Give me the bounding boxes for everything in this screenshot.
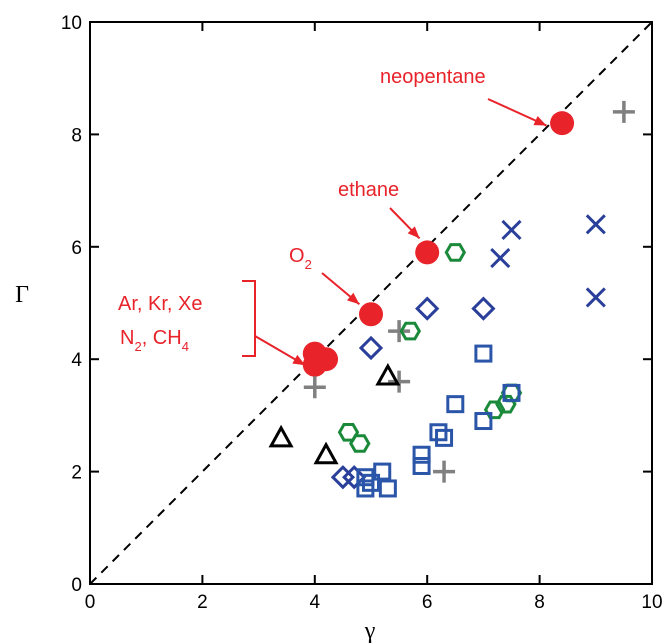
x-tick-label: 0 xyxy=(85,592,96,613)
data-point-x xyxy=(490,247,511,269)
data-point-square xyxy=(435,428,454,447)
y-tick-label: 4 xyxy=(71,350,82,371)
data-point-square xyxy=(412,456,431,475)
data-point-square xyxy=(474,344,493,363)
data-point-hexagon xyxy=(495,394,517,414)
annotation-n2-ch4: N2, CH4 xyxy=(120,327,189,354)
data-point-square xyxy=(362,473,380,492)
y-axis-title: Γ xyxy=(15,282,29,308)
data-point-circle xyxy=(314,347,339,372)
data-point-square xyxy=(373,462,392,481)
data-point-plus xyxy=(303,376,326,399)
data-point-x xyxy=(585,214,606,235)
data-point-triangle xyxy=(313,441,339,465)
x-tick-label: 10 xyxy=(641,592,662,613)
data-point-hexagon xyxy=(399,321,422,341)
data-point-diamond xyxy=(471,296,496,321)
annotation-o2: O2 xyxy=(289,245,312,272)
x-axis-title: γ xyxy=(364,618,376,644)
ethane-arrow-head xyxy=(407,226,420,239)
data-point-plus xyxy=(433,460,456,483)
data-point-square xyxy=(429,423,448,442)
data-point-x xyxy=(585,287,606,308)
y-tick-label: 0 xyxy=(71,575,82,596)
y-tick-label: 10 xyxy=(61,13,82,34)
annotations-layer: neopentane ethane O2 Ar, Kr, Xe N2, CH4 xyxy=(118,66,547,367)
data-point-square xyxy=(356,468,375,487)
x-tick-label: 6 xyxy=(422,592,433,613)
data-point-square xyxy=(356,479,375,498)
annotation-ethane: ethane xyxy=(338,179,399,201)
x-tick-label: 4 xyxy=(310,592,321,613)
data-point-diamond xyxy=(358,335,384,361)
plot-frame-layer xyxy=(89,21,653,585)
data-point-x xyxy=(501,219,522,241)
data-point-diamond xyxy=(342,465,367,490)
data-point-circle xyxy=(550,111,575,136)
neopentane-arrow-head xyxy=(533,116,547,126)
y-tick-label: 8 xyxy=(71,125,82,146)
data-point-square xyxy=(446,395,465,414)
y-tick-label: 2 xyxy=(71,463,82,484)
data-point-hexagon xyxy=(444,243,467,262)
data-point-triangle xyxy=(375,362,401,386)
data-point-hexagon xyxy=(349,434,371,453)
axis-ticks-layer: 0 2 4 6 8 10 0 2 4 6 8 10 xyxy=(61,13,663,613)
data-point-plus xyxy=(388,370,411,393)
y-tick-label: 6 xyxy=(71,238,82,259)
annotation-neopentane: neopentane xyxy=(380,66,486,88)
x-tick-label: 8 xyxy=(534,592,545,613)
data-point-square xyxy=(474,412,493,431)
data-point-triangle xyxy=(268,424,294,448)
data-points-layer xyxy=(268,100,635,498)
data-point-circle xyxy=(359,302,383,327)
o2-arrow-head xyxy=(346,292,360,305)
data-point-circle xyxy=(415,240,440,265)
x-tick-label: 2 xyxy=(197,592,208,613)
data-point-square xyxy=(412,445,431,464)
group-bracket xyxy=(242,280,256,357)
group-arrow-head xyxy=(292,354,306,366)
data-point-plus xyxy=(612,100,635,123)
data-point-square xyxy=(378,479,397,498)
data-point-diamond xyxy=(415,296,440,321)
data-point-square xyxy=(502,383,521,402)
annotation-ar-kr-xe: Ar, Kr, Xe xyxy=(118,293,202,315)
plot-frame xyxy=(89,21,653,585)
data-point-plus xyxy=(388,320,411,343)
